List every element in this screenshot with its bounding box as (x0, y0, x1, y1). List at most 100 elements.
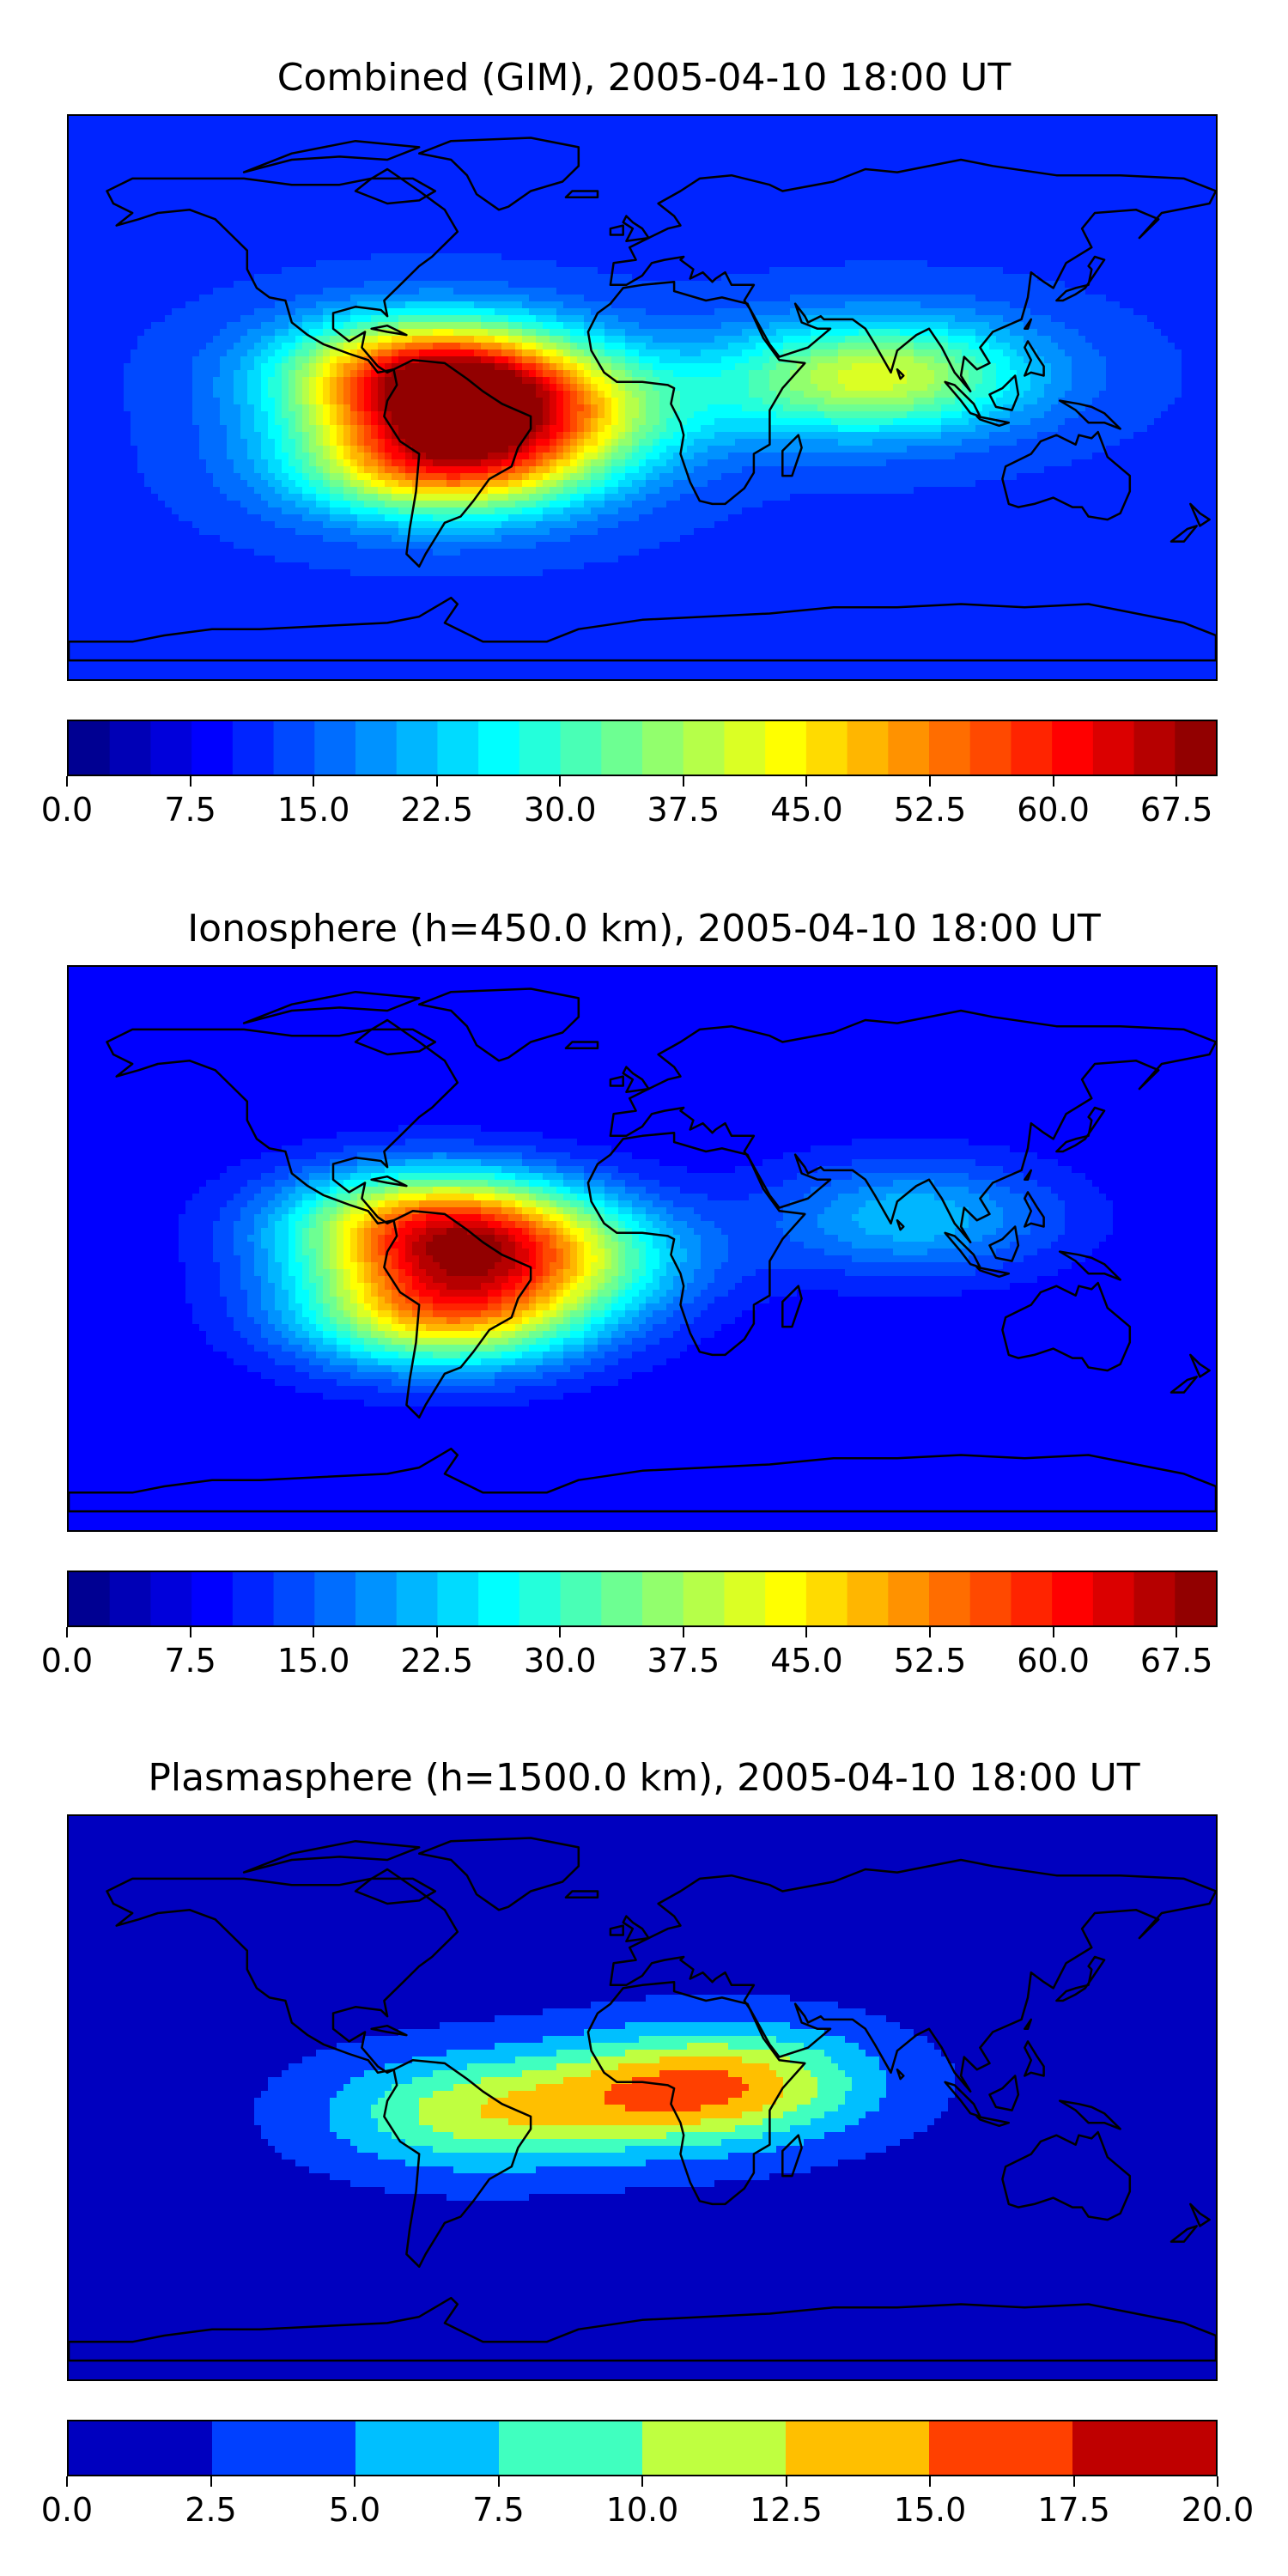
heatmap-cell (1003, 295, 1011, 302)
heatmap-cell (584, 171, 592, 179)
heatmap-cell (1072, 226, 1079, 234)
heatmap-cell (474, 123, 482, 131)
heatmap-cell (969, 295, 976, 302)
chart-title: Combined (GIM), 2005-04-10 18:00 UT (0, 57, 1288, 100)
heatmap-cell (316, 171, 324, 179)
heatmap-cell (646, 315, 653, 323)
heatmap-cell (790, 260, 798, 268)
heatmap-cell (996, 260, 1004, 268)
heatmap-cell (1085, 315, 1093, 323)
heatmap-cell (666, 198, 674, 206)
heatmap-cell (261, 137, 269, 144)
heatmap-cell (996, 281, 1004, 289)
heatmap-cell (872, 288, 880, 295)
heatmap-cell (385, 288, 392, 295)
heatmap-cell (172, 267, 179, 275)
heatmap-cell (289, 164, 296, 172)
heatmap-cell (213, 281, 221, 289)
heatmap-cell (1106, 150, 1114, 158)
heatmap-cell (453, 301, 461, 309)
heatmap-cell (543, 143, 550, 151)
heatmap-cell (556, 308, 564, 316)
heatmap-cell (433, 274, 440, 282)
heatmap-cell (522, 246, 530, 254)
heatmap-cell (1106, 116, 1114, 124)
heatmap-cell (1092, 178, 1100, 185)
heatmap-cell (893, 164, 901, 172)
heatmap-cell (666, 301, 674, 309)
heatmap-cell (550, 288, 557, 295)
heatmap-cell (371, 130, 379, 137)
heatmap-cell (522, 198, 530, 206)
heatmap-cell (206, 191, 214, 199)
heatmap-cell (989, 212, 997, 220)
heatmap-cell (433, 191, 440, 199)
heatmap-cell (460, 178, 468, 185)
heatmap-cell (783, 150, 791, 158)
heatmap-cell (920, 137, 928, 144)
heatmap-cell (426, 143, 434, 151)
heatmap-cell (385, 143, 392, 151)
heatmap-cell (426, 301, 434, 309)
heatmap-cell (687, 171, 695, 179)
heatmap-cell (838, 171, 846, 179)
heatmap-cell (790, 212, 798, 220)
heatmap-cell (89, 301, 97, 309)
heatmap-cell (488, 178, 495, 185)
heatmap-cell (309, 143, 317, 151)
heatmap-cell (165, 226, 173, 234)
heatmap-cell (1182, 178, 1189, 185)
heatmap-cell (337, 143, 344, 151)
heatmap-cell (714, 226, 722, 234)
heatmap-cell (962, 198, 969, 206)
heatmap-cell (199, 205, 207, 213)
heatmap-cell (1182, 308, 1189, 316)
heatmap-cell (330, 137, 337, 144)
heatmap-cell (543, 274, 550, 282)
heatmap-cell (295, 295, 303, 302)
heatmap-cell (969, 123, 976, 131)
heatmap-cell (385, 267, 392, 275)
heatmap-cell (893, 219, 901, 227)
heatmap-cell (975, 157, 983, 165)
heatmap-cell (254, 157, 262, 165)
heatmap-cell (749, 274, 756, 282)
heatmap-cell (412, 288, 420, 295)
heatmap-cell (1113, 198, 1121, 206)
heatmap-cell (776, 301, 784, 309)
heatmap-cell (247, 123, 255, 131)
heatmap-cell (831, 191, 839, 199)
heatmap-cell (762, 301, 770, 309)
heatmap-cell (543, 301, 550, 309)
heatmap-cell (234, 130, 241, 137)
heatmap-cell (536, 157, 544, 165)
heatmap-cell (185, 233, 193, 240)
heatmap-cell (453, 143, 461, 151)
heatmap-cell (721, 274, 729, 282)
heatmap-cell (694, 226, 702, 234)
heatmap-cell (426, 123, 434, 131)
heatmap-cell (124, 260, 131, 268)
heatmap-cell (996, 240, 1004, 247)
heatmap-cell (570, 288, 578, 295)
heatmap-cell (447, 281, 454, 289)
heatmap-cell (1030, 164, 1038, 172)
heatmap-cell (1113, 253, 1121, 261)
heatmap-cell (529, 260, 537, 268)
heatmap-cell (447, 219, 454, 227)
heatmap-cell (337, 260, 344, 268)
heatmap-cell (1154, 164, 1162, 172)
heatmap-cell (639, 150, 647, 158)
heatmap-cell (247, 267, 255, 275)
heatmap-cell (1140, 295, 1148, 302)
heatmap-cell (975, 246, 983, 254)
heatmap-cell (941, 191, 949, 199)
heatmap-cell (275, 185, 283, 192)
heatmap-cell (158, 308, 166, 316)
heatmap-cell (234, 178, 241, 185)
heatmap-cell (982, 171, 990, 179)
heatmap-cell (1127, 240, 1134, 247)
heatmap-cell (927, 267, 935, 275)
heatmap-cell (398, 116, 406, 124)
heatmap-cell (316, 253, 324, 261)
